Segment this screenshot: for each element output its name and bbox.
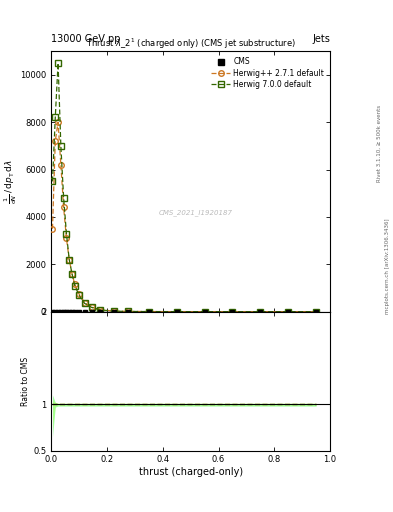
Title: Thrust $\lambda\_2^1$ (charged only) (CMS jet substructure): Thrust $\lambda\_2^1$ (charged only) (CM… xyxy=(86,37,296,51)
Y-axis label: $\frac{1}{\mathrm{d}N}\,/\,\mathrm{d}p_\mathrm{T}\,\mathrm{d}\lambda$: $\frac{1}{\mathrm{d}N}\,/\,\mathrm{d}p_\… xyxy=(2,159,18,204)
Text: Rivet 3.1.10, ≥ 500k events: Rivet 3.1.10, ≥ 500k events xyxy=(377,105,382,182)
Legend: CMS, Herwig++ 2.7.1 default, Herwig 7.0.0 default: CMS, Herwig++ 2.7.1 default, Herwig 7.0.… xyxy=(209,55,326,91)
Text: 13000 GeV pp: 13000 GeV pp xyxy=(51,33,121,44)
Text: Jets: Jets xyxy=(312,33,330,44)
X-axis label: thrust (charged-only): thrust (charged-only) xyxy=(139,467,242,477)
Text: CMS_2021_I1920187: CMS_2021_I1920187 xyxy=(159,209,233,216)
Text: mcplots.cern.ch [arXiv:1306.3436]: mcplots.cern.ch [arXiv:1306.3436] xyxy=(385,219,389,314)
Y-axis label: Ratio to CMS: Ratio to CMS xyxy=(21,356,30,406)
